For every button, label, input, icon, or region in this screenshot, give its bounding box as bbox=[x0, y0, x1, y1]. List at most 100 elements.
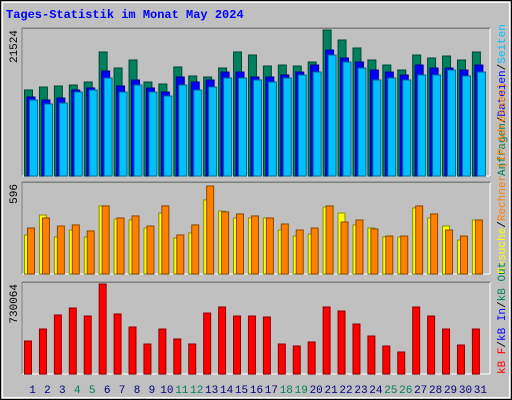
x-tick-label: 31 bbox=[474, 385, 488, 397]
legend-entry: kB Out bbox=[497, 262, 509, 302]
bar bbox=[116, 217, 125, 275]
legend: kB F/kB In/kB Out bbox=[497, 262, 509, 374]
bar bbox=[459, 235, 468, 275]
x-tick-label: 12 bbox=[190, 385, 203, 397]
bar bbox=[58, 102, 68, 177]
x-tick-label: 18 bbox=[280, 385, 293, 397]
legend-separator: / bbox=[497, 341, 509, 348]
legend-entry: kB F bbox=[497, 348, 509, 374]
x-tick-label: 27 bbox=[414, 385, 427, 397]
bar bbox=[146, 225, 155, 275]
bar bbox=[178, 84, 188, 177]
bar bbox=[355, 219, 364, 275]
chart-title: Tages-Statistik im Monat May 2024 bbox=[6, 8, 244, 22]
bar bbox=[24, 340, 32, 375]
bar bbox=[382, 345, 391, 375]
bar bbox=[218, 306, 227, 375]
bar bbox=[297, 74, 307, 177]
bar bbox=[397, 351, 406, 375]
bar bbox=[277, 343, 286, 375]
bar bbox=[280, 223, 289, 275]
x-tick-label: 30 bbox=[459, 385, 472, 397]
bar bbox=[282, 77, 292, 177]
x-tick-label: 24 bbox=[369, 385, 383, 397]
x-tick-label: 19 bbox=[295, 385, 308, 397]
bar bbox=[238, 77, 248, 177]
legend-entry: Seiten bbox=[497, 24, 509, 64]
bar bbox=[456, 344, 465, 375]
y-tick-label: 21524 bbox=[9, 30, 21, 63]
bar bbox=[461, 75, 471, 177]
bar bbox=[400, 235, 409, 275]
bar bbox=[372, 79, 382, 177]
bar bbox=[83, 315, 92, 375]
bar bbox=[427, 315, 436, 375]
legend-separator: / bbox=[497, 64, 509, 71]
bar bbox=[432, 74, 442, 177]
bar bbox=[188, 343, 197, 375]
bar bbox=[101, 205, 110, 275]
bar bbox=[307, 341, 316, 375]
x-tick-label: 14 bbox=[220, 385, 234, 397]
bar bbox=[113, 313, 122, 375]
bar bbox=[430, 213, 439, 275]
x-tick-label: 2 bbox=[44, 385, 51, 397]
bar bbox=[143, 343, 152, 375]
x-tick-label: 5 bbox=[89, 385, 96, 397]
bar bbox=[88, 89, 98, 177]
x-tick-label: 15 bbox=[235, 385, 248, 397]
bar bbox=[385, 235, 394, 275]
bar bbox=[29, 99, 38, 177]
bar bbox=[131, 215, 140, 275]
legend: Anfragen/Dateien/Seiten bbox=[497, 24, 509, 176]
bar bbox=[71, 224, 80, 275]
bar bbox=[352, 323, 361, 375]
bar bbox=[340, 221, 349, 275]
legend-separator: / bbox=[497, 117, 509, 124]
legend-separator: / bbox=[497, 301, 509, 308]
bar bbox=[310, 227, 319, 275]
bar bbox=[292, 345, 301, 375]
bar bbox=[236, 213, 245, 275]
bar bbox=[233, 315, 242, 375]
bar bbox=[163, 95, 173, 177]
x-tick-label: 3 bbox=[59, 385, 66, 397]
bar bbox=[68, 307, 77, 375]
legend-entry: Besuche bbox=[497, 228, 509, 274]
bar bbox=[221, 211, 230, 275]
bar bbox=[98, 283, 107, 375]
bar bbox=[206, 185, 215, 275]
bar bbox=[118, 91, 128, 177]
x-tick-label: 7 bbox=[119, 385, 126, 397]
x-tick-label: 20 bbox=[310, 385, 323, 397]
bar bbox=[357, 67, 367, 177]
x-tick-label: 22 bbox=[339, 385, 352, 397]
x-tick-label: 13 bbox=[205, 385, 218, 397]
bar bbox=[342, 61, 352, 177]
bar bbox=[43, 103, 53, 177]
bar bbox=[86, 230, 95, 275]
bar bbox=[370, 228, 379, 275]
bar bbox=[148, 91, 158, 177]
x-tick-label: 10 bbox=[160, 385, 173, 397]
bar bbox=[250, 215, 259, 275]
bar bbox=[191, 224, 200, 275]
x-tick-label: 6 bbox=[104, 385, 111, 397]
x-tick-label: 29 bbox=[444, 385, 457, 397]
x-tick-label: 17 bbox=[265, 385, 278, 397]
bar bbox=[262, 316, 271, 375]
bar bbox=[27, 227, 35, 275]
bar bbox=[158, 328, 167, 375]
bar bbox=[53, 314, 62, 375]
bar bbox=[41, 217, 50, 275]
bar bbox=[445, 229, 454, 275]
x-tick-label: 23 bbox=[354, 385, 367, 397]
bar bbox=[327, 54, 337, 177]
legend-entry: Rechner (IP-Adressen) bbox=[497, 83, 509, 222]
x-tick-label: 4 bbox=[74, 385, 81, 397]
y-tick-label: 596 bbox=[9, 184, 21, 204]
bar bbox=[312, 71, 322, 177]
bar bbox=[208, 86, 218, 177]
